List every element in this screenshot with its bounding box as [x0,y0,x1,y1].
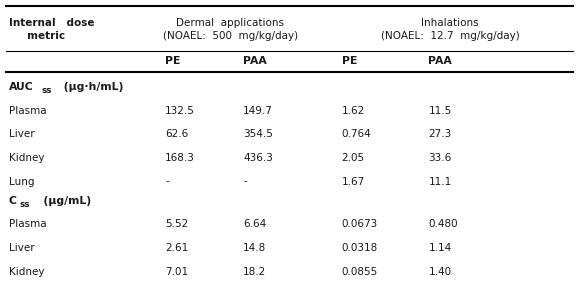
Text: 7.01: 7.01 [165,267,188,277]
Text: Kidney: Kidney [9,267,44,277]
Text: 11.5: 11.5 [428,106,452,116]
Text: 0.0855: 0.0855 [342,267,378,277]
Text: Inhalations
(NOAEL:  12.7  mg/kg/day): Inhalations (NOAEL: 12.7 mg/kg/day) [381,18,519,41]
Text: 5.52: 5.52 [165,220,188,229]
Text: 2.05: 2.05 [342,153,365,163]
Text: 1.67: 1.67 [342,177,365,187]
Text: Plasma: Plasma [9,220,46,229]
Text: 436.3: 436.3 [243,153,273,163]
Text: 0.0318: 0.0318 [342,243,378,253]
Text: Plasma: Plasma [9,106,46,116]
Text: 1.62: 1.62 [342,106,365,116]
Text: ss: ss [19,200,30,209]
Text: 149.7: 149.7 [243,106,273,116]
Text: PAA: PAA [243,56,267,66]
Text: 168.3: 168.3 [165,153,195,163]
Text: 354.5: 354.5 [243,130,273,139]
Text: 0.0673: 0.0673 [342,220,378,229]
Text: 1.40: 1.40 [428,267,452,277]
Text: 62.6: 62.6 [165,130,188,139]
Text: 14.8: 14.8 [243,243,266,253]
Text: (μg·h/mL): (μg·h/mL) [60,82,123,92]
Text: PE: PE [165,56,181,66]
Text: 11.1: 11.1 [428,177,452,187]
Text: 33.6: 33.6 [428,153,452,163]
Text: ss: ss [42,86,52,95]
Text: 2.61: 2.61 [165,243,188,253]
Text: -: - [243,177,247,187]
Text: 27.3: 27.3 [428,130,452,139]
Text: Lung: Lung [9,177,34,187]
Text: PE: PE [342,56,357,66]
Text: Liver: Liver [9,130,34,139]
Text: 18.2: 18.2 [243,267,266,277]
Text: Liver: Liver [9,243,34,253]
Text: 132.5: 132.5 [165,106,195,116]
Text: -: - [165,177,168,187]
Text: Internal   dose
     metric: Internal dose metric [9,18,94,41]
Text: AUC: AUC [9,82,34,92]
Text: Dermal  applications
(NOAEL:  500  mg/kg/day): Dermal applications (NOAEL: 500 mg/kg/da… [163,18,298,41]
Text: C: C [9,196,17,206]
Text: PAA: PAA [428,56,452,66]
Text: 0.480: 0.480 [428,220,458,229]
Text: 1.14: 1.14 [428,243,452,253]
Text: Kidney: Kidney [9,153,44,163]
Text: (μg/mL): (μg/mL) [36,196,91,206]
Text: 6.64: 6.64 [243,220,266,229]
Text: 0.764: 0.764 [342,130,371,139]
